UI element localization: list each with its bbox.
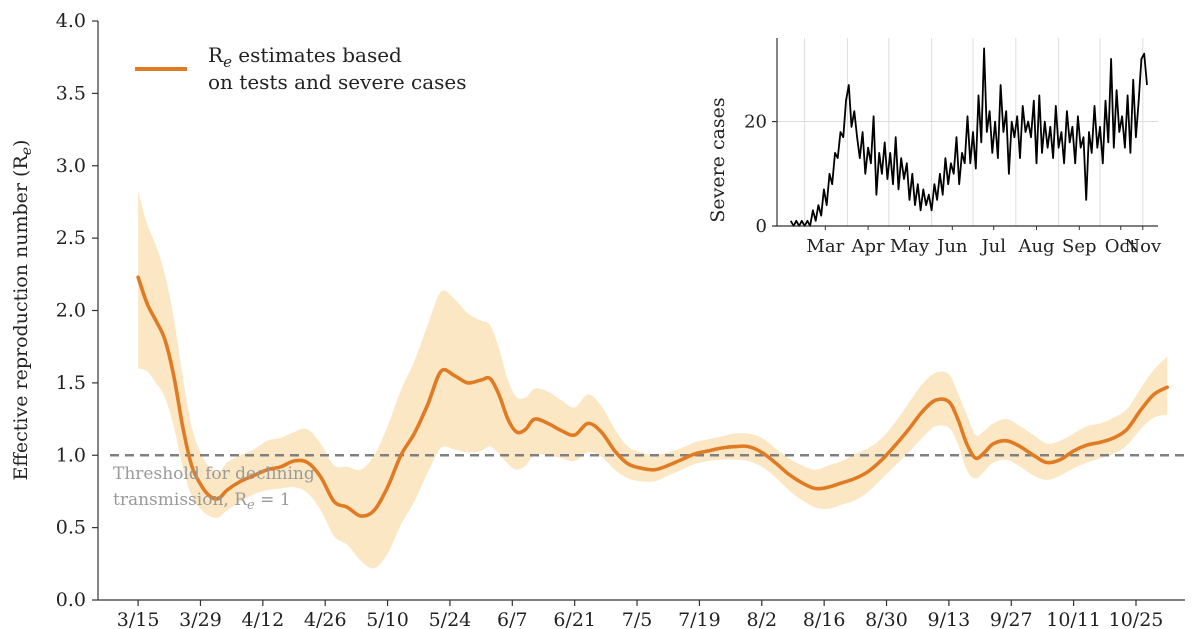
inset-x-tick-label: Aug — [1017, 236, 1054, 257]
inset-y-axis-title: Severe cases — [707, 97, 729, 222]
x-tick-label: 6/7 — [497, 609, 528, 629]
threshold-label-sub: e — [247, 498, 255, 513]
x-tick-label: 10/11 — [1046, 609, 1101, 629]
inset-y-tick-label: 20 — [744, 112, 767, 133]
x-tick-label: 3/29 — [179, 609, 222, 629]
x-tick-label: 7/5 — [622, 609, 653, 629]
x-tick-label: 8/16 — [803, 609, 846, 629]
threshold-label-pre: transmission, R — [113, 490, 248, 510]
inset-x-tick-label: Mar — [806, 236, 844, 257]
inset-x-tick-label: May — [890, 236, 930, 257]
x-tick-label: 5/10 — [366, 609, 409, 629]
threshold-annotation: Threshold for declining transmission, Re… — [113, 464, 315, 513]
inset-x-tick-label: Oct — [1105, 236, 1138, 257]
y-axis-title-sub: e — [19, 147, 35, 155]
x-tick-label: 4/26 — [304, 609, 347, 629]
threshold-label-line1: Threshold for declining — [113, 464, 315, 484]
severe-cases-line — [790, 47, 1148, 227]
y-tick-label: 1.5 — [56, 372, 86, 394]
x-tick-label: 4/12 — [241, 609, 284, 629]
x-tick-label: 6/21 — [553, 609, 596, 629]
y-tick-label: 0.5 — [56, 517, 86, 539]
x-tick-label: 9/27 — [990, 609, 1033, 629]
x-tick-label: 9/13 — [928, 609, 971, 629]
y-ticks: 0.0 0.5 1.0 1.5 2.0 2.5 3.0 3.5 4.0 — [56, 10, 98, 611]
inset-x-tick-label: Jul — [979, 236, 1006, 257]
re-estimate-line — [136, 275, 1169, 518]
y-tick-label: 4.0 — [56, 10, 86, 32]
main-plot-area: 0.0 0.5 1.0 1.5 2.0 2.5 3.0 3.5 4.0 3/15 3/29 4/12… — [56, 10, 1185, 629]
y-axis-title-close: ) — [10, 140, 32, 147]
inset-x-tick-label: Jun — [935, 236, 968, 257]
legend-label-r: R — [208, 43, 224, 67]
inset-y-ticks: 0 20 — [744, 112, 777, 237]
x-tick-label: 5/24 — [429, 609, 472, 629]
y-tick-label: 0.0 — [56, 589, 86, 611]
legend-label-rest: estimates based — [232, 43, 402, 67]
x-ticks: 3/15 3/29 4/12 4/26 5/10 5/24 6/7 6/21 7/5 7/19 8/… — [117, 600, 1164, 629]
legend-label-sub: e — [223, 53, 232, 71]
inset-x-tick-label: Nov — [1124, 236, 1162, 257]
threshold-label-line2: transmission, Re = 1 — [113, 490, 291, 513]
y-tick-label: 3.0 — [56, 155, 86, 177]
legend: Re estimates based on tests and severe c… — [135, 43, 467, 94]
y-tick-label: 2.5 — [56, 227, 86, 249]
legend-label-line1: Re estimates based — [208, 43, 402, 71]
y-tick-label: 3.5 — [56, 82, 86, 104]
y-tick-label: 1.0 — [56, 444, 86, 466]
y-axis-title-main: Effective reproduction number (R — [10, 155, 32, 481]
threshold-label-post: = 1 — [255, 490, 291, 510]
y-axis-title: Effective reproduction number (Re) — [10, 140, 35, 481]
x-tick-label: 10/25 — [1109, 609, 1164, 629]
x-tick-label: 3/15 — [117, 609, 160, 629]
x-tick-label: 8/30 — [865, 609, 908, 629]
confidence-band — [138, 191, 1168, 569]
legend-label-line2: on tests and severe cases — [208, 70, 467, 94]
inset-x-tick-label: Apr — [851, 236, 886, 257]
x-tick-label: 8/2 — [746, 609, 777, 629]
y-tick-label: 2.0 — [56, 300, 86, 322]
x-tick-label: 7/19 — [678, 609, 721, 629]
inset-x-tick-label: Sep — [1062, 236, 1097, 257]
inset-y-tick-label: 0 — [756, 216, 767, 237]
